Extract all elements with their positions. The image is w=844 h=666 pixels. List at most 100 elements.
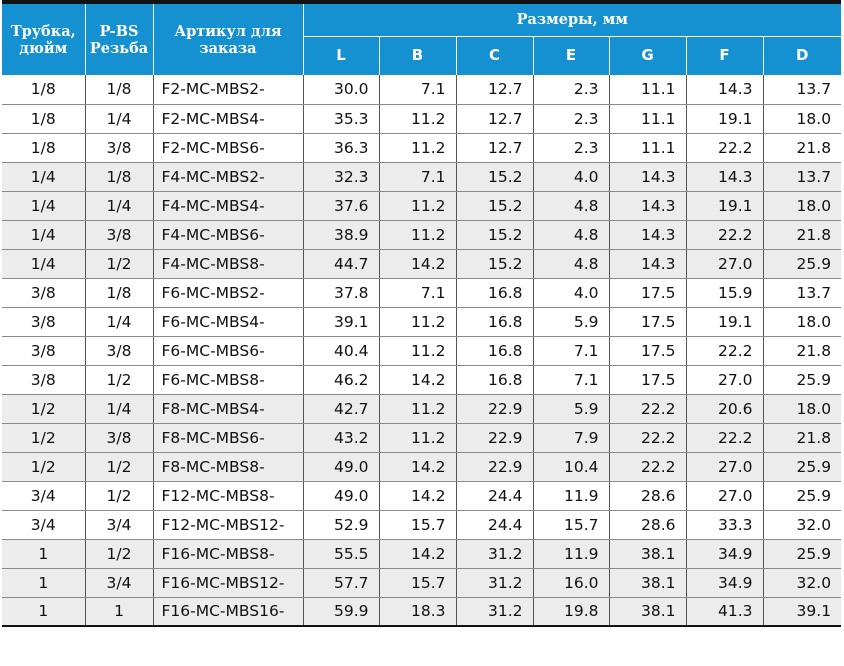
cell-f: 34.9: [686, 539, 764, 569]
cell-thread: 1/2: [85, 452, 154, 482]
cell-tube: 3/8: [2, 336, 86, 366]
cell-e: 19.8: [533, 597, 610, 627]
cell-l: 37.8: [303, 278, 380, 308]
cell-f: 33.3: [686, 510, 764, 540]
cell-c: 31.2: [456, 568, 534, 598]
cell-l: 36.3: [303, 133, 380, 163]
header-dim-b: B: [379, 36, 457, 75]
cell-c: 15.2: [456, 220, 534, 250]
table-header: Трубка, дюйм P-BS Резьба Артикул для зак…: [2, 2, 842, 75]
cell-l: 52.9: [303, 510, 380, 540]
cell-g: 22.2: [609, 452, 687, 482]
cell-tube: 3/8: [2, 365, 86, 395]
cell-e: 2.3: [533, 75, 610, 105]
cell-g: 17.5: [609, 278, 687, 308]
cell-thread: 1/4: [85, 307, 154, 337]
cell-l: 46.2: [303, 365, 380, 395]
cell-b: 11.2: [379, 104, 457, 134]
cell-l: 35.3: [303, 104, 380, 134]
cell-b: 7.1: [379, 162, 457, 192]
cell-d: 13.7: [763, 162, 842, 192]
cell-e: 15.7: [533, 510, 610, 540]
table-row: 1 1 F16-MC-MBS16- 59.9 18.3 31.2 19.8 38.1 41.3 3…: [2, 597, 842, 627]
cell-d: 25.9: [763, 452, 842, 482]
cell-tube: 1/2: [2, 452, 86, 482]
cell-thread: 3/8: [85, 220, 154, 250]
header-dim-c: C: [456, 36, 534, 75]
cell-tube: 3/8: [2, 307, 86, 337]
cell-l: 49.0: [303, 481, 380, 511]
cell-l: 59.9: [303, 597, 380, 627]
header-dim-d: D: [763, 36, 842, 75]
header-dim-g: G: [609, 36, 687, 75]
dimensions-table: Трубка, дюйм P-BS Резьба Артикул для зак…: [2, 0, 842, 627]
cell-d: 18.0: [763, 191, 842, 221]
cell-thread: 1/8: [85, 278, 154, 308]
table-body: 1/8 1/8 F2-MC-MBS2- 30.0 7.1 12.7 2.3 11.1 14.3 1…: [2, 75, 842, 627]
cell-c: 22.9: [456, 452, 534, 482]
cell-c: 15.2: [456, 191, 534, 221]
table-row: 3/8 1/8 F6-MC-MBS2- 37.8 7.1 16.8 4.0 17.5 15.9 1…: [2, 278, 842, 308]
cell-thread: 1/8: [85, 162, 154, 192]
cell-e: 2.3: [533, 104, 610, 134]
cell-l: 42.7: [303, 394, 380, 424]
cell-g: 17.5: [609, 307, 687, 337]
cell-l: 32.3: [303, 162, 380, 192]
cell-l: 49.0: [303, 452, 380, 482]
cell-e: 7.9: [533, 423, 610, 453]
cell-article: F2-MC-MBS2-: [153, 75, 304, 105]
cell-g: 14.3: [609, 162, 687, 192]
cell-l: 55.5: [303, 539, 380, 569]
cell-tube: 1: [2, 568, 86, 598]
cell-tube: 3/4: [2, 481, 86, 511]
cell-c: 31.2: [456, 597, 534, 627]
cell-tube: 1/4: [2, 249, 86, 279]
cell-e: 5.9: [533, 307, 610, 337]
cell-l: 40.4: [303, 336, 380, 366]
cell-f: 14.3: [686, 75, 764, 105]
cell-tube: 1/2: [2, 423, 86, 453]
cell-d: 21.8: [763, 133, 842, 163]
cell-tube: 3/4: [2, 510, 86, 540]
cell-c: 16.8: [456, 278, 534, 308]
cell-l: 38.9: [303, 220, 380, 250]
cell-article: F6-MC-MBS6-: [153, 336, 304, 366]
cell-tube: 1/4: [2, 162, 86, 192]
cell-tube: 3/8: [2, 278, 86, 308]
cell-thread: 1/2: [85, 365, 154, 395]
cell-c: 12.7: [456, 75, 534, 105]
cell-c: 24.4: [456, 481, 534, 511]
cell-b: 14.2: [379, 452, 457, 482]
table-row: 3/4 3/4 F12-MC-MBS12- 52.9 15.7 24.4 15.7 28.6 3…: [2, 510, 842, 540]
header-article: Артикул для заказа: [153, 2, 304, 75]
cell-b: 11.2: [379, 133, 457, 163]
cell-tube: 1/8: [2, 133, 86, 163]
cell-f: 20.6: [686, 394, 764, 424]
cell-article: F12-MC-MBS8-: [153, 481, 304, 511]
header-dim-f: F: [686, 36, 764, 75]
cell-article: F16-MC-MBS8-: [153, 539, 304, 569]
cell-l: 57.7: [303, 568, 380, 598]
cell-f: 22.2: [686, 133, 764, 163]
cell-d: 25.9: [763, 481, 842, 511]
table-row: 1/2 1/2 F8-MC-MBS8- 49.0 14.2 22.9 10.4 22.2 27.…: [2, 452, 842, 482]
cell-article: F8-MC-MBS6-: [153, 423, 304, 453]
header-tube: Трубка, дюйм: [2, 2, 86, 75]
cell-b: 7.1: [379, 278, 457, 308]
table-row: 1/8 1/4 F2-MC-MBS4- 35.3 11.2 12.7 2.3 11.1 19.1…: [2, 104, 842, 134]
cell-thread: 3/4: [85, 568, 154, 598]
table-row: 1/8 3/8 F2-MC-MBS6- 36.3 11.2 12.7 2.3 11.1 22.2…: [2, 133, 842, 163]
cell-article: F2-MC-MBS4-: [153, 104, 304, 134]
cell-g: 28.6: [609, 510, 687, 540]
cell-f: 27.0: [686, 481, 764, 511]
cell-f: 27.0: [686, 452, 764, 482]
cell-d: 21.8: [763, 423, 842, 453]
table-row: 1/8 1/8 F2-MC-MBS2- 30.0 7.1 12.7 2.3 11.1 14.3 1…: [2, 75, 842, 105]
cell-article: F4-MC-MBS8-: [153, 249, 304, 279]
cell-b: 11.2: [379, 220, 457, 250]
cell-g: 17.5: [609, 336, 687, 366]
cell-f: 22.2: [686, 423, 764, 453]
header-dim-l: L: [303, 36, 380, 75]
cell-f: 41.3: [686, 597, 764, 627]
cell-f: 27.0: [686, 249, 764, 279]
